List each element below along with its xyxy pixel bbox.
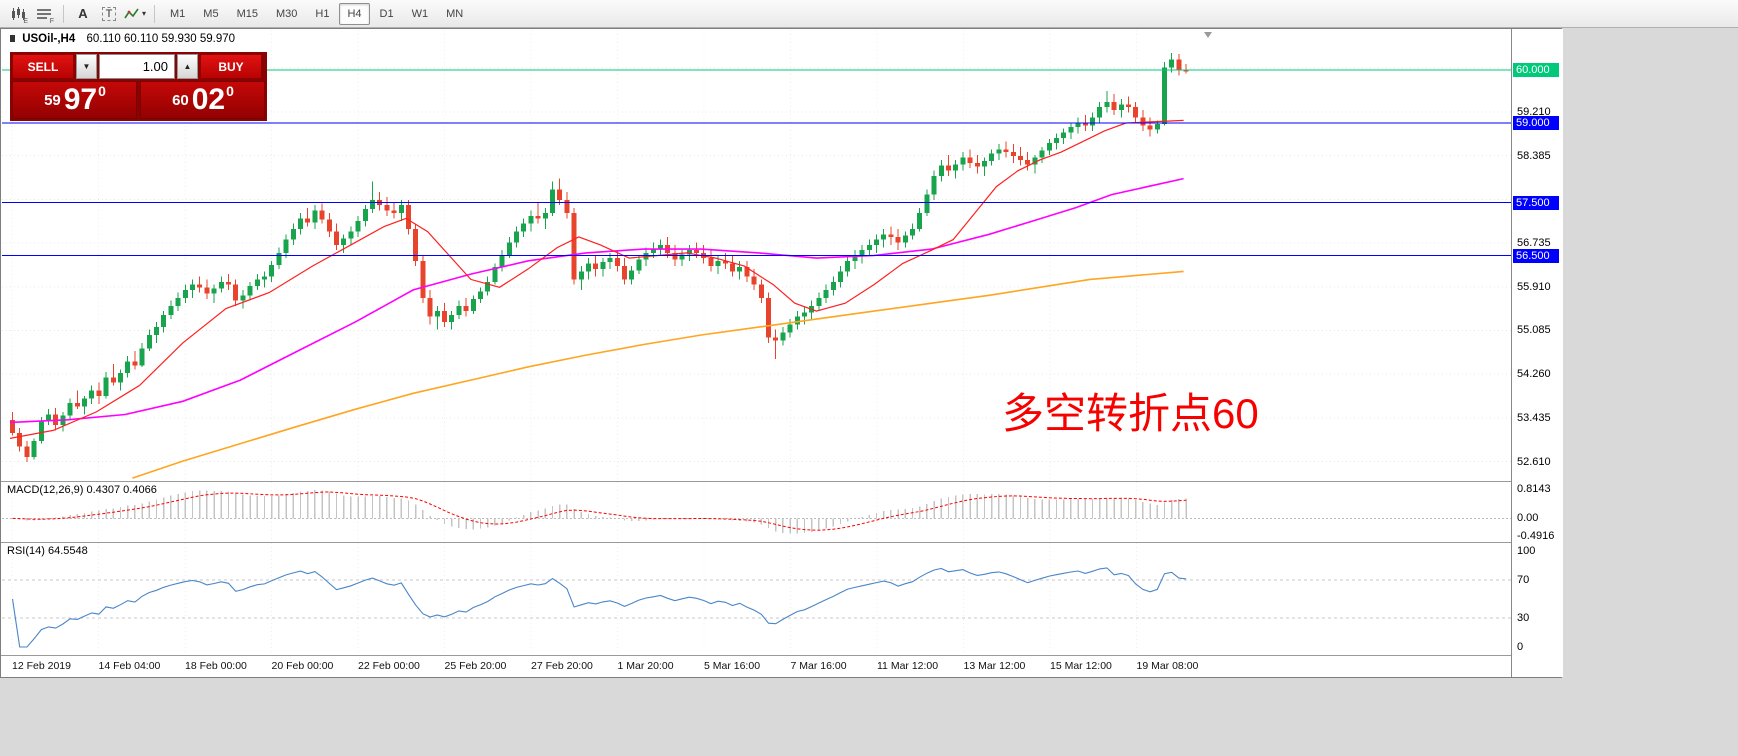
sell-price-big: 97 <box>63 83 98 116</box>
expert-sub-label: E <box>23 17 28 25</box>
trade-panel-prices: 59 97 0 60 02 0 <box>12 81 265 119</box>
price-tick-label: 54.260 <box>1517 368 1551 381</box>
timeframe-button-m15[interactable]: M15 <box>236 7 258 20</box>
toolbar: E F A T ▾ M1 M5 M15 M30 H1 H4 D1 W1 MN <box>0 0 1738 28</box>
time-axis[interactable]: 12 Feb 2019 14 Feb 04:00 18 Feb 00:00 20 Fe… <box>2 656 1511 677</box>
caret-down-icon: ▼ <box>82 62 91 71</box>
textbox-tool-icon: T <box>101 6 117 21</box>
one-click-trading-panel: SELL ▼ ▲ BUY 59 97 0 60 02 0 <box>10 52 267 121</box>
rsi-axis-tick: 30 <box>1517 612 1530 625</box>
macd-title: MACD(12,26,9) 0.4307 0.4066 <box>7 484 157 496</box>
timeframe-button-m30[interactable]: M30 <box>275 7 298 20</box>
price-level-badge: 57.500 <box>1513 195 1559 210</box>
time-tick-label: 14 Feb 04:00 <box>98 660 161 672</box>
chart-header: USOil-,H4 60.110 60.110 59.930 59.970 <box>10 33 235 45</box>
price-tick-label: 53.435 <box>1517 411 1551 424</box>
text-annotation-button[interactable]: A <box>71 3 95 25</box>
main-chart-canvas <box>2 30 1511 481</box>
price-level-badge: 56.500 <box>1513 248 1559 263</box>
buy-button[interactable]: BUY <box>200 54 262 79</box>
rsi-axis-tick: 70 <box>1517 573 1530 586</box>
text-tool-icon: A <box>78 6 88 21</box>
timeframe-button-d1[interactable]: D1 <box>379 7 394 20</box>
caret-up-icon: ▲ <box>183 62 192 71</box>
volume-down-button[interactable]: ▼ <box>76 54 97 79</box>
chart-symbol-timeframe: USOil-,H4 <box>22 33 76 45</box>
price-tick-label: 55.910 <box>1517 280 1551 293</box>
price-axis[interactable]: 59.210 58.385 56.735 55.910 55.085 54.260 53.4… <box>1511 29 1563 677</box>
macd-axis-tick: 0.8143 <box>1517 483 1551 495</box>
sell-price-small: 59 <box>44 91 61 109</box>
timeframe-button-m5[interactable]: M5 <box>203 7 219 20</box>
panel-divider <box>1 655 1561 656</box>
panel-divider[interactable] <box>1 542 1561 543</box>
toolbar-separator <box>154 4 156 23</box>
sell-price-sup: 0 <box>98 83 106 99</box>
rsi-panel[interactable]: RSI(14) 64.5548 <box>2 543 1511 655</box>
timeframe-button-w1[interactable]: W1 <box>411 7 429 20</box>
price-tick-label: 58.385 <box>1517 149 1551 162</box>
buy-price-small: 60 <box>172 91 189 109</box>
timeframe-button-h4[interactable]: H4 <box>339 2 370 25</box>
sell-button[interactable]: SELL <box>12 54 74 79</box>
macd-panel[interactable]: MACD(12,26,9) 0.4307 0.4066 <box>2 482 1511 542</box>
price-tick-label: 56.735 <box>1517 237 1551 250</box>
macd-axis-tick: -0.4916 <box>1517 530 1555 542</box>
zigzag-drawing-icon <box>124 8 139 18</box>
rsi-axis-tick: 0 <box>1517 641 1524 653</box>
time-tick-label: 5 Mar 16:00 <box>704 660 761 672</box>
time-tick-label: 13 Mar 12:00 <box>963 660 1026 672</box>
buy-price-big: 02 <box>191 83 226 116</box>
macd-axis-tick: 0.00 <box>1517 512 1539 525</box>
trade-panel-controls: SELL ▼ ▲ BUY <box>12 54 265 79</box>
chart-plot-area[interactable]: USOil-,H4 60.110 60.110 59.930 59.970 SE… <box>2 30 1511 481</box>
macd-canvas <box>2 482 1511 542</box>
drawing-tools-button[interactable]: ▾ <box>123 3 147 25</box>
time-tick-label: 19 Mar 08:00 <box>1136 660 1199 672</box>
toolbar-separator <box>63 4 64 23</box>
time-tick-label: 22 Feb 00:00 <box>358 660 420 672</box>
candlestick-chart-icon <box>12 6 25 20</box>
time-tick-label: 7 Mar 16:00 <box>790 660 847 672</box>
textbox-tool-button[interactable]: T <box>97 3 121 25</box>
rsi-title: RSI(14) 64.5548 <box>7 545 88 557</box>
timeframe-buttons: M1 M5 M15 M30 H1 H4 D1 W1 MN <box>162 2 471 25</box>
chart-window: USOil-,H4 60.110 60.110 59.930 59.970 SE… <box>0 28 1563 678</box>
volume-up-button[interactable]: ▲ <box>177 54 198 79</box>
chevron-down-icon: ▾ <box>142 9 147 18</box>
timeframe-button-mn[interactable]: MN <box>446 7 464 20</box>
time-tick-label: 11 Mar 12:00 <box>877 660 939 672</box>
time-tick-label: 12 Feb 2019 <box>12 660 71 672</box>
indicator-sub-label: F <box>49 17 54 25</box>
chart-expert-button[interactable]: E <box>6 3 30 25</box>
panel-divider[interactable] <box>1 481 1561 482</box>
buy-price-button[interactable]: 60 02 0 <box>140 81 265 119</box>
timeframe-button-m1[interactable]: M1 <box>170 7 186 20</box>
sell-price-button[interactable]: 59 97 0 <box>12 81 137 119</box>
price-tick-label: 52.610 <box>1517 455 1551 468</box>
rsi-canvas <box>2 543 1511 655</box>
price-level-badge: 60.000 <box>1513 63 1559 77</box>
rsi-axis-tick: 100 <box>1517 545 1536 557</box>
price-tick-label: 55.085 <box>1517 324 1551 337</box>
time-tick-label: 18 Feb 00:00 <box>185 660 247 672</box>
buy-price-sup: 0 <box>226 83 234 99</box>
time-tick-label: 15 Mar 12:00 <box>1050 660 1112 672</box>
timeframe-button-h1[interactable]: H1 <box>315 7 330 20</box>
chart-text-annotation: 多空转折点60 <box>1002 390 1259 437</box>
symbol-marker-icon <box>10 35 15 42</box>
indicator-list-icon <box>37 8 51 19</box>
indicator-list-button[interactable]: F <box>32 3 56 25</box>
price-level-badge: 59.000 <box>1513 116 1559 130</box>
time-tick-label: 20 Feb 00:00 <box>271 660 334 672</box>
volume-input[interactable] <box>99 54 175 79</box>
chart-ohlc-values: 60.110 60.110 59.930 59.970 <box>86 33 236 45</box>
chart-shift-marker[interactable] <box>1204 32 1212 38</box>
time-tick-label: 25 Feb 20:00 <box>444 660 507 672</box>
time-tick-label: 27 Feb 20:00 <box>531 660 593 672</box>
price-tick-label: 59.210 <box>1517 105 1551 118</box>
time-tick-label: 1 Mar 20:00 <box>617 660 674 672</box>
